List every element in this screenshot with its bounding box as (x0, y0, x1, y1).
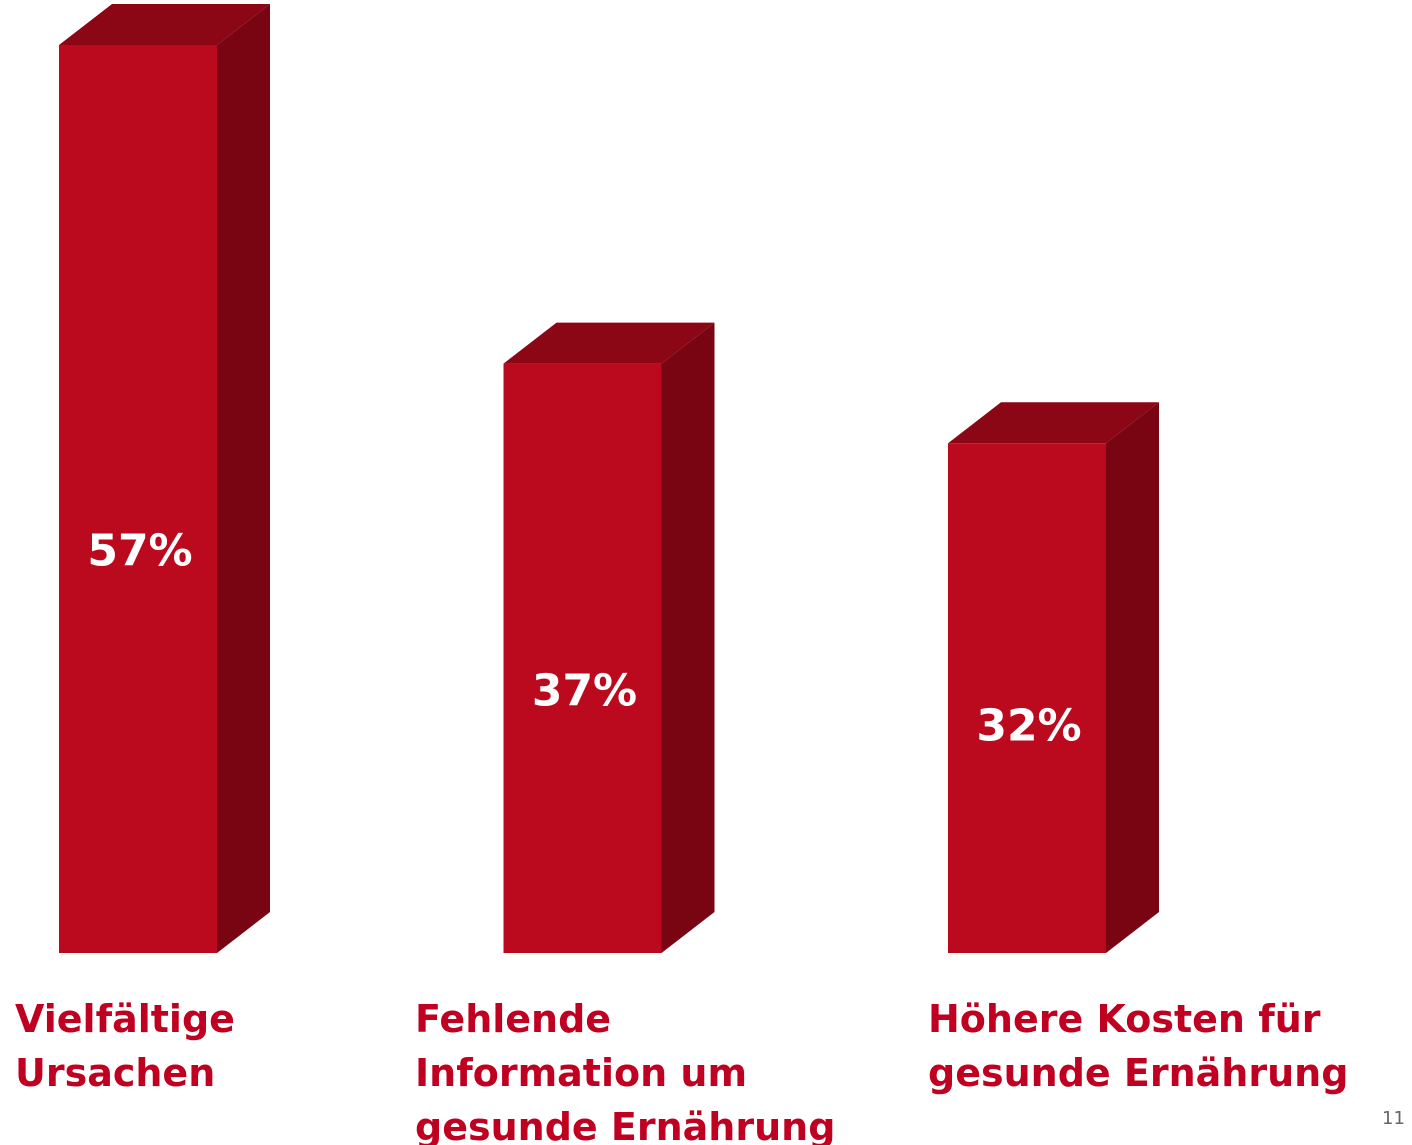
bar-top (503, 322, 715, 364)
bar-top (59, 4, 270, 45)
bar (59, 45, 217, 953)
page-number: 11 (1382, 1108, 1405, 1129)
value-label: 57% (87, 525, 192, 576)
bar (948, 443, 1106, 953)
value-label: 37% (532, 666, 637, 717)
bar-top (948, 402, 1159, 444)
category-label: Vielfältige Ursachen (15, 997, 235, 1095)
value-label: 32% (976, 701, 1081, 752)
bar-side (661, 322, 715, 953)
category-label: Fehlende Information um gesunde Ernährun… (415, 997, 836, 1145)
bar (503, 363, 662, 953)
category-label: Höhere Kosten für gesunde Ernährung (928, 997, 1349, 1095)
bar-side (217, 4, 270, 953)
bar-side (1106, 402, 1159, 953)
